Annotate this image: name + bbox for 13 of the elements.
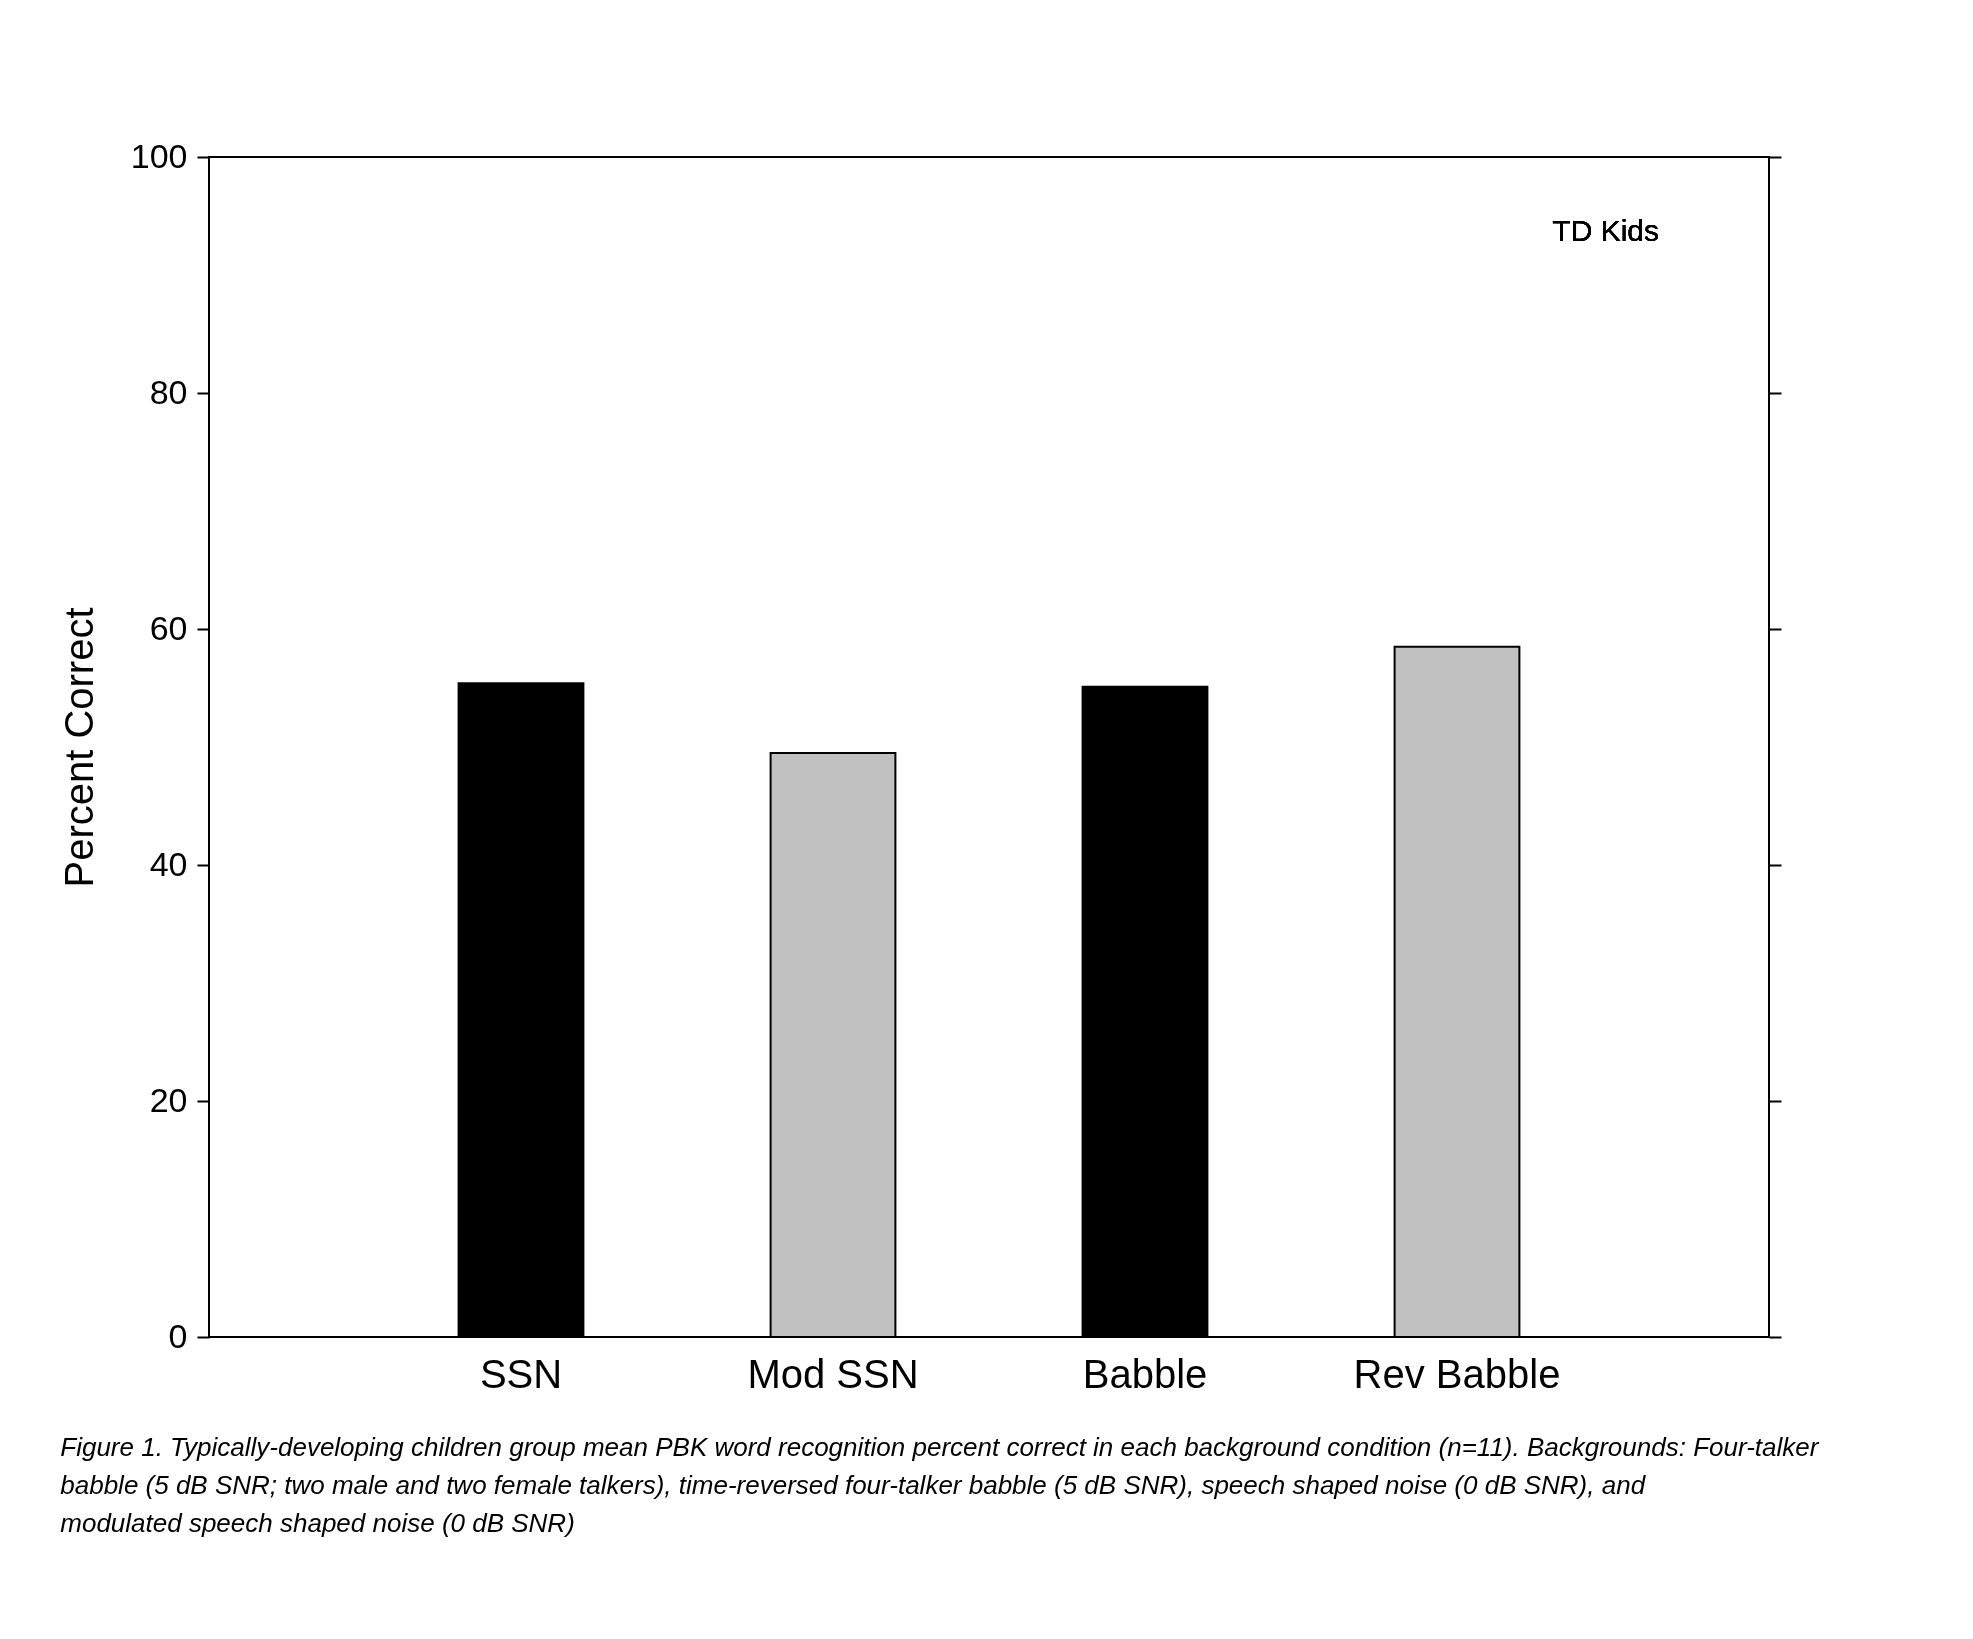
y-tick-label: 20 — [149, 1080, 188, 1119]
x-tick-label: SSN — [479, 1351, 563, 1396]
y-tick-label: 80 — [149, 372, 188, 411]
y-tick-label: 60 — [149, 608, 188, 647]
y-tick-label: 0 — [168, 1316, 188, 1355]
y-axis-title: Percent Correct — [56, 607, 101, 888]
y-tick-label: 40 — [149, 844, 188, 883]
y-tick-label: 100 — [130, 136, 188, 175]
x-tick-label: Rev Babble — [1353, 1351, 1561, 1396]
annotation: TD Kids — [1552, 214, 1659, 247]
x-tick-label: Babble — [1082, 1351, 1208, 1396]
caption: Figure 1. Typically-developing children group mean PBK word recognition percent correct in each background condition (n=11). Backgrounds: Four-talker babble (5 dB SNR; two male and two female talkers), time-reversed four-talker babble (5 dB SNR), speech shaped noise (0 dB SNR), and modulated speech shaped noise (0 dB SNR) — [60, 1432, 1820, 1538]
x-tick-label: Mod SSN — [747, 1351, 919, 1396]
